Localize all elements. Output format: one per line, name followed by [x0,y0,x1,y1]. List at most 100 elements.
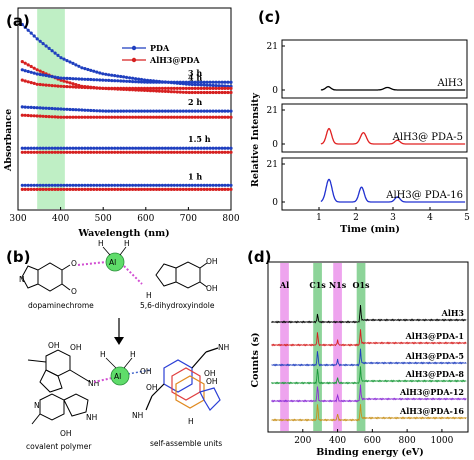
panel-a-point-alh3pda [229,86,233,90]
panel-a-point-pda [23,25,27,29]
panel-a-point-alh3pda [175,150,179,154]
panel-a-point-alh3pda [172,90,176,94]
panel-a-point-alh3pda [20,187,24,191]
panel-a-point-alh3pda [83,150,87,154]
panel-a-point-alh3pda [226,90,230,95]
panel-a-point-pda [229,109,233,113]
panel-a-point-pda [104,72,108,76]
panel-a-point-alh3pda [65,150,69,154]
panel-a-point-alh3pda [184,86,188,90]
panel-a-point-pda [62,183,66,187]
panel-a-point-alh3pda [226,150,230,154]
panel-a-point-alh3pda [47,115,51,119]
panel-a-point-alh3pda [20,60,24,64]
panel-a-point-alh3pda [196,90,200,95]
panel-a-point-alh3pda [202,86,206,90]
panel-a-point-alh3pda [223,90,227,95]
panel-a-point-alh3pda [26,113,30,118]
panel-a-point-pda [187,146,191,150]
panel-a-point-pda [80,108,84,112]
panel-a-point-alh3pda [89,187,93,191]
panel-a-point-alh3pda [181,115,185,119]
panel-a-point-pda [226,80,230,84]
panel-a-point-pda [154,146,159,150]
panel-a-point-alh3pda [71,115,75,119]
panel-a-point-alh3pda [223,115,227,119]
panel-a-point-alh3pda [187,90,191,95]
panel-a-group-label: 1.5 h [188,134,211,144]
panel-a-point-alh3pda [86,187,90,191]
panel-a-point-alh3pda [56,84,60,88]
panel-a-point-alh3pda [26,63,30,67]
panel-a-point-pda [229,146,233,150]
panel-a-point-pda [80,66,84,70]
panel-c-series-label: AlH3@ PDA-16 [385,190,463,201]
covalent-polymer-structure [27,349,91,425]
panel-a-point-alh3pda [122,187,126,191]
panel-a-point-pda [214,109,218,113]
panel-a-point-pda [41,146,45,150]
panel-a-point-pda [181,183,185,187]
panel-a-point-alh3pda [139,187,144,191]
panel-a-point-pda [145,109,150,113]
panel-a-point-alh3pda [50,84,54,88]
panel-a-point-pda [89,146,93,150]
al2-h-bond-2 [123,357,133,369]
panel-a-point-alh3pda [172,115,176,119]
panel-a-point-alh3pda [98,86,102,90]
panel-a-point-alh3pda [154,86,159,90]
panel-a-point-pda [113,109,117,113]
panel-a-point-pda [101,146,105,150]
panel-a-point-alh3pda [44,150,48,154]
panel-a-point-alh3pda [151,89,156,93]
panel-a-point-alh3pda [202,90,206,95]
panel-c-xtick-label: 3 [390,213,396,223]
panel-a-point-alh3pda [32,114,36,118]
panel-a-point-pda [119,74,123,79]
panel-a-point-alh3pda [208,150,212,154]
panel-a-group-label: 4 h [188,72,202,82]
panel-a-point-alh3pda [62,79,66,83]
panel-a-point-alh3pda [196,115,200,119]
panel-a-point-alh3pda [145,187,150,191]
panel-a-point-pda [139,109,144,113]
panel-a-point-alh3pda [205,150,209,154]
panel-a-point-pda [74,183,78,187]
panel-a-point-alh3pda [101,187,105,191]
reaction-arrowhead [114,337,124,345]
panel-a-tick-label: 400 [52,214,69,224]
panel-a-point-pda [137,77,141,81]
panel-a-point-alh3pda [151,86,156,90]
panel-a-point-alh3pda [35,187,39,191]
panel-a-point-alh3pda [125,187,129,191]
panel-a-point-alh3pda [226,187,230,191]
legend-alh3pda-marker [131,57,137,63]
panel-a-point-alh3pda [53,84,57,88]
panel-a-point-pda [77,64,81,68]
panel-a-point-alh3pda [56,187,60,191]
panel-a-point-alh3pda [35,114,39,118]
panel-d-label: (d) [247,248,271,266]
panel-a-point-pda [172,183,176,187]
panel-a-point-pda [116,183,120,187]
panel-a-point-pda [223,146,227,150]
panel-a-point-alh3pda [128,86,132,90]
al-atom [105,252,125,272]
panel-a-point-pda [59,56,63,60]
panel-a-point-alh3pda [220,115,224,119]
panel-a-point-alh3pda [172,86,176,90]
panel-c-y-label: Relative Intensity [250,92,261,187]
panel-a-point-pda [148,146,153,150]
panel-d-band-n1s [333,263,342,431]
panel-a-point-pda [53,107,57,111]
panel-a-point-pda [178,109,182,113]
panel-a-point-alh3pda [65,85,69,89]
panel-a-point-alh3pda [181,187,185,191]
panel-a-point-pda [68,107,72,112]
panel-a-point-pda [125,75,129,79]
panel-a-point-pda [53,146,57,150]
panel-a-point-alh3pda [119,187,123,191]
panel-d-series-label: AlH3@PDA-1 [405,331,464,341]
